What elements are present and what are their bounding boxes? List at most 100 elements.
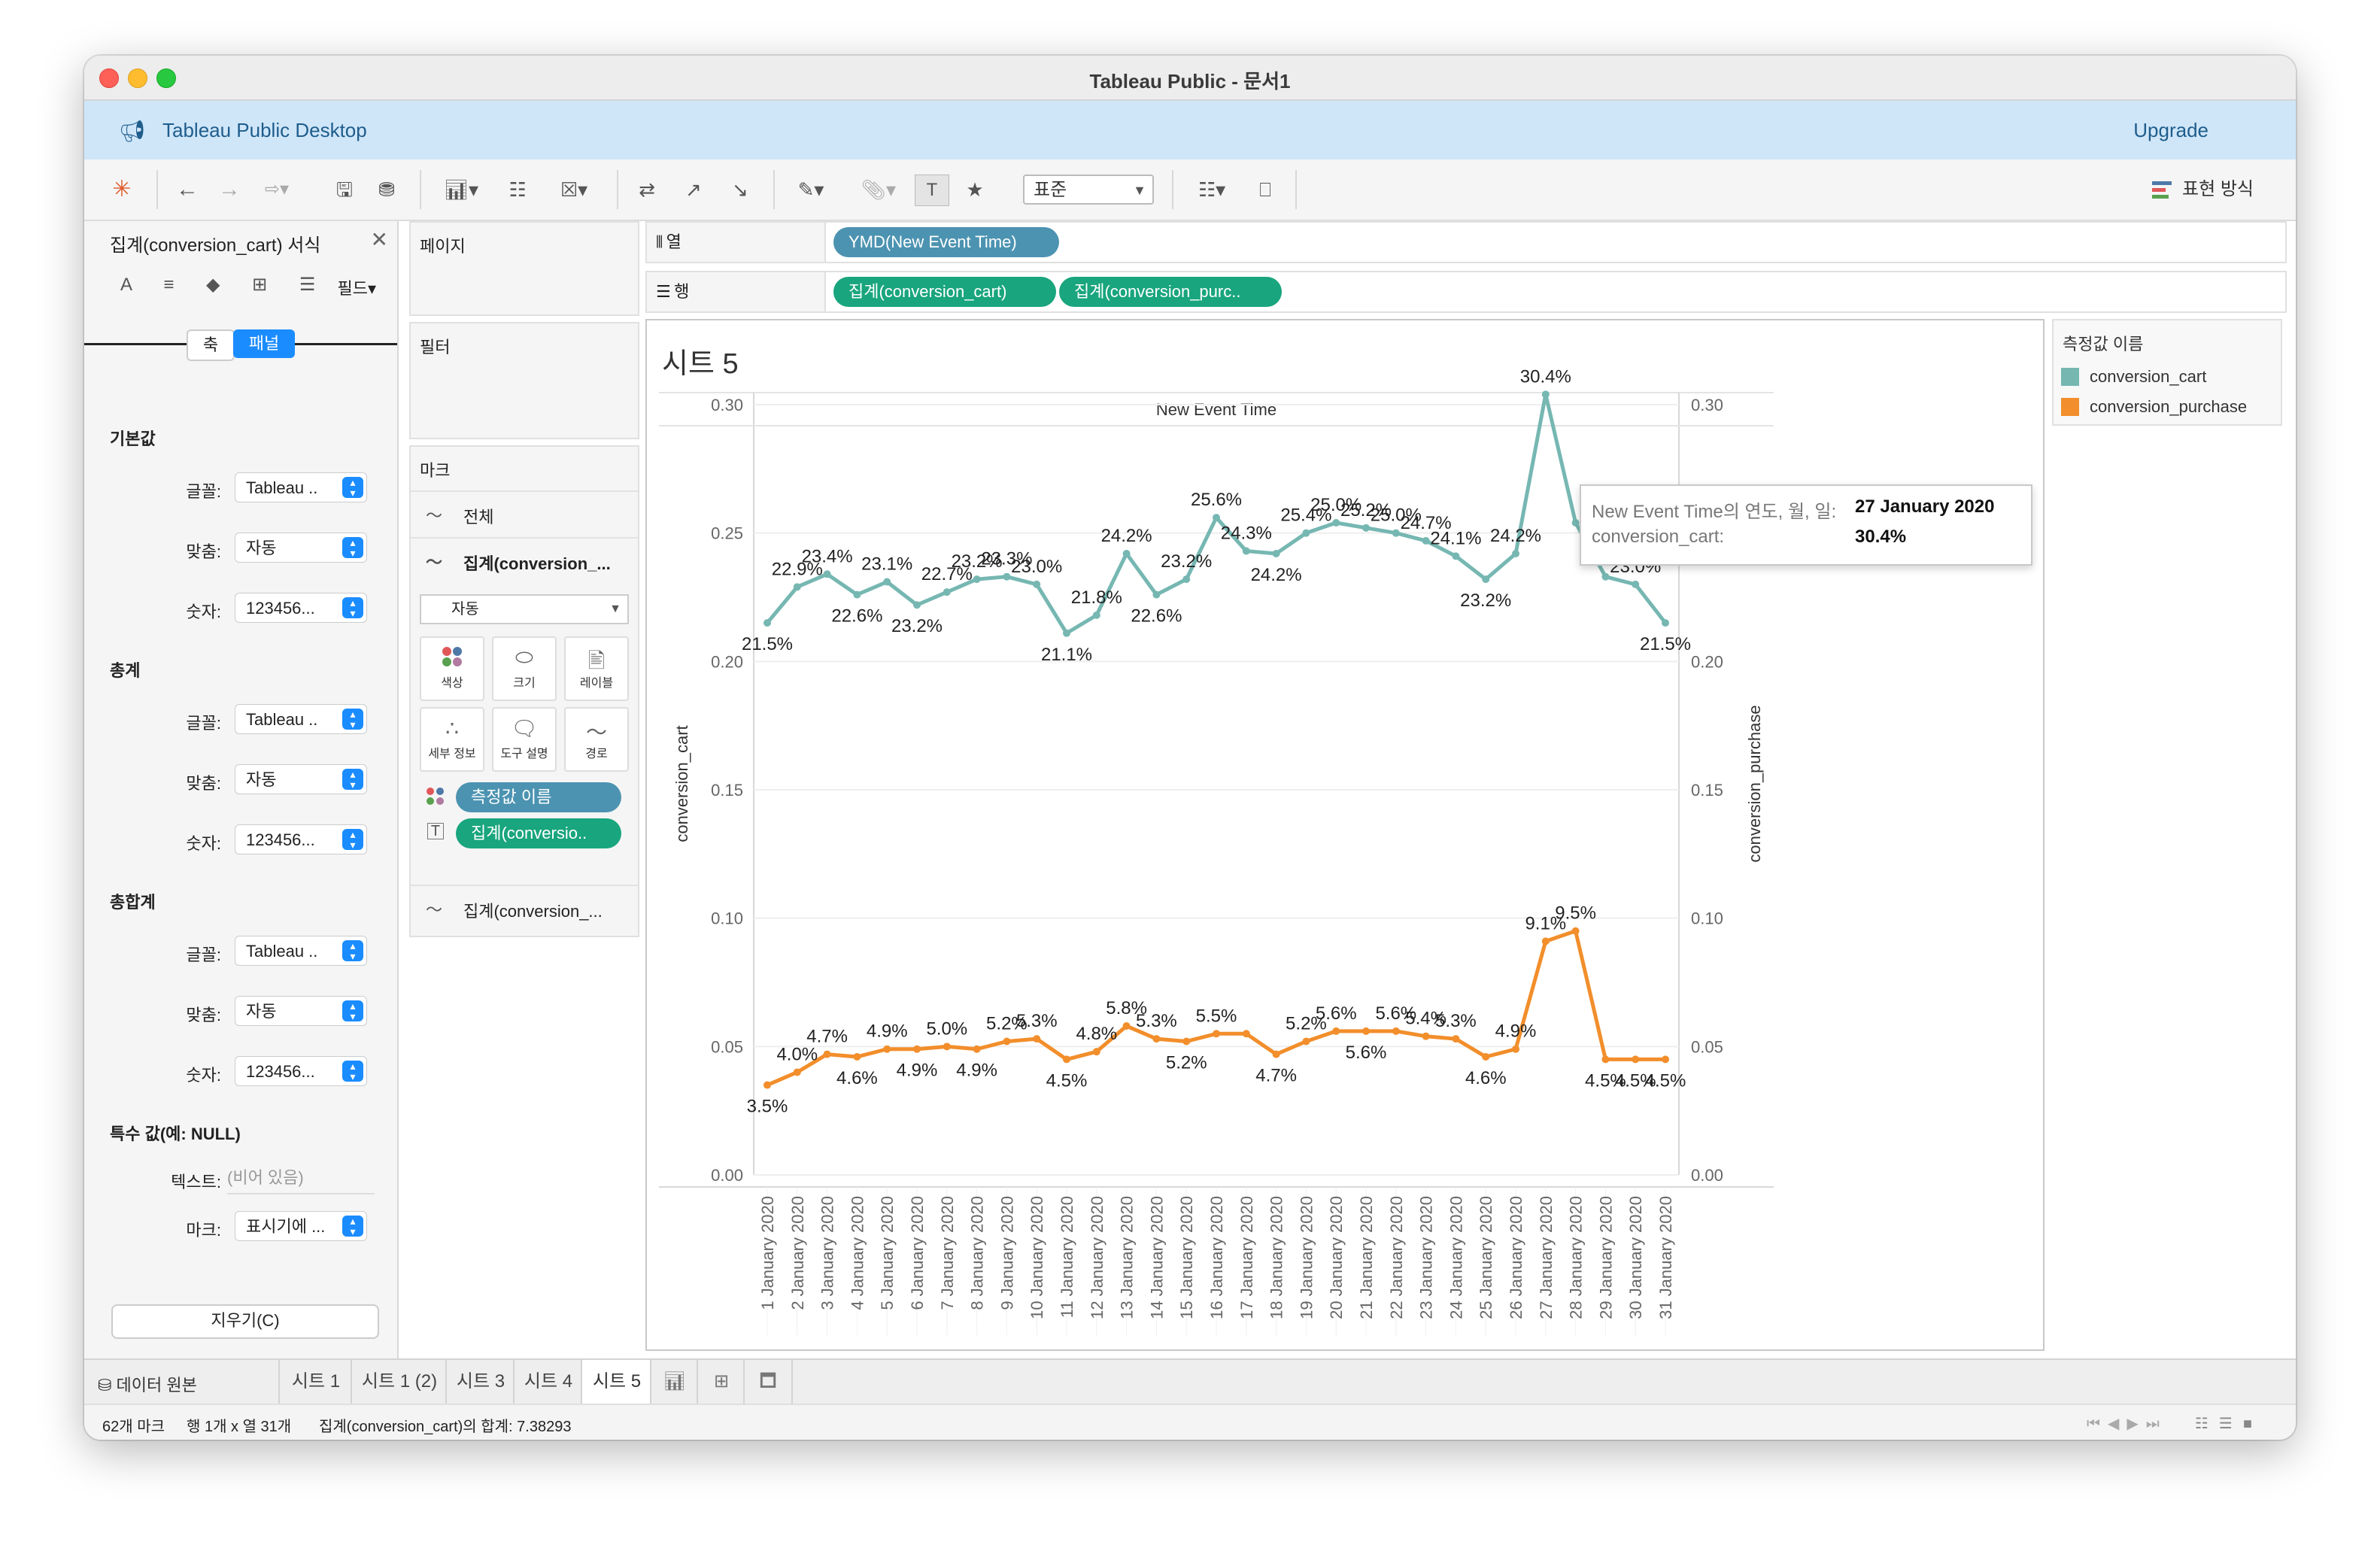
- sheet-tab[interactable]: 시트 1: [278, 1360, 352, 1405]
- swap-rows-columns-icon[interactable]: ⇄: [639, 178, 655, 201]
- x-tick-label: 7 January 2020: [938, 1196, 957, 1310]
- data-label-conversion_purchase: 9.5%: [1555, 903, 1596, 924]
- format-row: 글꼴: Tableau .. ▴ ▾: [84, 472, 397, 505]
- stepper-icon: ▴ ▾: [342, 1000, 363, 1021]
- close-window-button[interactable]: [99, 68, 119, 88]
- font-dropdown[interactable]: Tableau .. ▴ ▾: [235, 936, 367, 966]
- x-tick-label: 6 January 2020: [908, 1196, 927, 1310]
- columns-label-text: 열: [666, 232, 682, 251]
- measure-names-pill[interactable]: 측정값 이름: [456, 782, 621, 812]
- rows-icon: ☰: [656, 282, 675, 301]
- path-button[interactable]: 〜 경로: [564, 707, 629, 772]
- minimize-window-button[interactable]: [128, 68, 147, 88]
- marks-tab-all[interactable]: 〜 전체: [411, 490, 638, 537]
- label-button[interactable]: 🖹︎ 레이블: [564, 636, 629, 701]
- dropdown-value: Tableau ..: [246, 478, 318, 497]
- format-type-icons[interactable]: A ≡ ◆ ⊞ ☰: [120, 275, 329, 295]
- show-hide-cards-icon[interactable]: ☷▾: [1198, 178, 1226, 201]
- row-pill-cart[interactable]: 집계(conversion_cart): [833, 277, 1056, 307]
- numbers-dropdown[interactable]: 123456... ▴ ▾: [235, 1056, 367, 1086]
- clear-sheet-icon[interactable]: ☒▾: [560, 178, 588, 201]
- size-button[interactable]: ⬭ 크기: [492, 636, 557, 701]
- color-button[interactable]: 색상: [420, 636, 484, 701]
- legend-item-purchase[interactable]: conversion_purchase: [2061, 397, 2247, 417]
- sheet-tab[interactable]: 시트 3: [445, 1360, 515, 1405]
- upgrade-link[interactable]: Upgrade: [2133, 119, 2208, 141]
- marks-card-title: 마크: [420, 461, 451, 480]
- redo-icon[interactable]: →: [218, 177, 241, 202]
- column-pill-ymd[interactable]: YMD(New Event Time): [833, 227, 1059, 257]
- special-text-input[interactable]: (비어 있음): [227, 1163, 375, 1194]
- clear-button[interactable]: 지우기(C): [111, 1304, 379, 1339]
- data-label-conversion_cart: 23.4%: [802, 546, 853, 566]
- tab-pane[interactable]: 패널: [233, 329, 295, 358]
- x-tick-label: 26 January 2020: [1507, 1196, 1525, 1319]
- group-members-icon[interactable]: 📎︎▾: [861, 178, 897, 201]
- new-worksheet-tab-icon[interactable]: 📊︎: [650, 1360, 698, 1405]
- marks-tab-purchase[interactable]: 〜 집계(conversion_...: [411, 885, 638, 931]
- filters-card[interactable]: 필터: [409, 322, 639, 439]
- data-label-conversion_purchase: 4.5%: [1046, 1070, 1088, 1091]
- mark-type-dropdown[interactable]: 자동 ▼: [420, 594, 629, 624]
- special-marks-dropdown[interactable]: 표시기에 ... ▴ ▾: [235, 1211, 367, 1241]
- sheet-tab[interactable]: 시트 1 (2): [351, 1360, 447, 1405]
- legend-item-label: conversion_purchase: [2090, 397, 2248, 416]
- columns-shelf[interactable]: ⫴ 열 YMD(New Event Time): [645, 221, 2287, 263]
- marks-tab-cart[interactable]: 〜 집계(conversion_...: [411, 537, 638, 584]
- stepper-icon: ▴ ▾: [342, 477, 363, 498]
- alignment-dropdown[interactable]: 자동 ▴ ▾: [235, 996, 367, 1026]
- numbers-dropdown[interactable]: 123456... ▴ ▾: [235, 593, 367, 623]
- series-line-conversion_cart: [766, 392, 1667, 636]
- legend-item-cart[interactable]: conversion_cart: [2061, 367, 2206, 387]
- row-pill-purchase[interactable]: 집계(conversion_purc..: [1059, 277, 1282, 307]
- sort-descending-icon[interactable]: ↘: [732, 178, 748, 201]
- sheet-navigation-icons[interactable]: ⏮◀▶⏭: [2087, 1416, 2167, 1432]
- alignment-dropdown[interactable]: 자동 ▴ ▾: [235, 533, 367, 563]
- pages-card[interactable]: 페이지: [409, 221, 639, 316]
- toolbar-separator: [420, 170, 421, 209]
- duplicate-sheet-icon[interactable]: ☷: [508, 178, 527, 201]
- rows-shelf[interactable]: ☰ 행 집계(conversion_cart) 집계(conversion_pu…: [645, 271, 2287, 313]
- fields-dropdown[interactable]: 필드▾: [337, 279, 376, 298]
- sheet-tab[interactable]: 시트 4: [513, 1360, 582, 1405]
- tableau-logo-icon[interactable]: ✳: [112, 177, 132, 202]
- fix-axes-icon[interactable]: ★: [966, 178, 984, 201]
- x-tick-label: 24 January 2020: [1447, 1196, 1465, 1319]
- fit-select[interactable]: 표준 ▼: [1023, 175, 1154, 205]
- new-data-source-icon[interactable]: ⛃: [378, 178, 395, 201]
- new-story-tab-icon[interactable]: 🗖︎: [743, 1360, 793, 1405]
- sheet-tab-active[interactable]: 시트 5: [581, 1360, 651, 1408]
- new-worksheet-icon[interactable]: 📊︎▾: [443, 178, 479, 201]
- filters-card-title: 필터: [420, 338, 451, 357]
- numbers-dropdown[interactable]: 123456... ▴ ▾: [235, 824, 367, 854]
- x-tick-label: 19 January 2020: [1297, 1196, 1316, 1319]
- data-point-conversion_cart: [853, 590, 861, 599]
- highlight-icon[interactable]: ✎▾: [797, 178, 824, 201]
- show-me-button[interactable]: 표현 방식: [2152, 175, 2254, 205]
- close-icon[interactable]: ✕: [370, 228, 388, 251]
- font-dropdown[interactable]: Tableau .. ▴ ▾: [235, 704, 367, 734]
- view-mode-icons[interactable]: ☷☰■: [2195, 1416, 2263, 1432]
- data-point-conversion_purchase: [883, 1045, 891, 1053]
- tooltip-button[interactable]: 🗨︎ 도구 설명: [492, 707, 557, 772]
- tab-axis[interactable]: 축: [187, 329, 235, 361]
- new-dashboard-tab-icon[interactable]: ⊞: [697, 1360, 745, 1405]
- data-label-conversion_cart: 25.6%: [1191, 490, 1242, 510]
- sort-ascending-icon[interactable]: ↗: [685, 178, 702, 201]
- zoom-window-button[interactable]: [156, 68, 176, 88]
- alignment-dropdown[interactable]: 자동 ▴ ▾: [235, 764, 367, 794]
- detail-button[interactable]: ∴ 세부 정보: [420, 707, 484, 772]
- undo-icon[interactable]: ←: [176, 177, 199, 202]
- presentation-mode-icon[interactable]: ⎕: [1259, 178, 1271, 201]
- show-mark-labels-icon[interactable]: T: [915, 175, 949, 206]
- font-dropdown[interactable]: Tableau .. ▴ ▾: [235, 472, 367, 502]
- data-label-conversion_purchase: 4.6%: [836, 1068, 878, 1088]
- label-field-pill[interactable]: 집계(conversio..: [456, 818, 621, 848]
- data-source-tab[interactable]: ⛁ 데이터 원본: [98, 1372, 197, 1396]
- data-point-conversion_purchase: [1092, 1048, 1100, 1056]
- data-label-conversion_purchase: 5.0%: [926, 1018, 967, 1039]
- data-point-conversion_purchase: [1452, 1035, 1460, 1043]
- save-icon[interactable]: 🖫: [335, 178, 354, 201]
- dropdown-value: 자동: [246, 770, 277, 789]
- replay-icon[interactable]: ⇨▾: [264, 179, 290, 199]
